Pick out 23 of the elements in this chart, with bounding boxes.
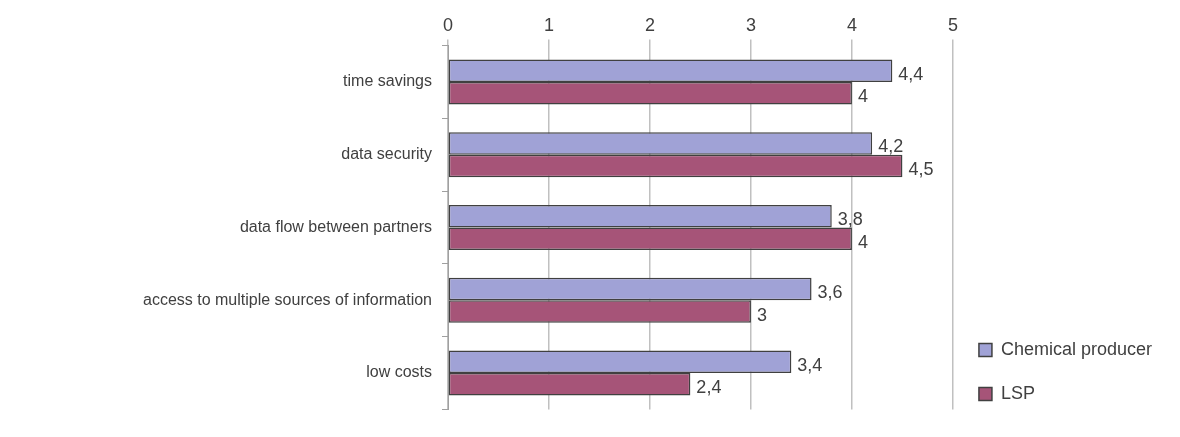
data-label: 4	[857, 231, 868, 252]
y-tick-label: access to multiple sources of information	[142, 290, 432, 308]
data-label: 3,4	[797, 354, 823, 375]
x-tick-label: 3	[745, 14, 756, 35]
x-tick-label: 1	[543, 14, 554, 35]
data-label: 3,8	[837, 209, 863, 230]
x-tick-label: 0	[442, 14, 454, 35]
x-tick-label: 4	[846, 14, 857, 35]
legend-label: LSP	[1000, 382, 1035, 403]
y-tick-label: data flow between partners	[239, 217, 432, 235]
data-label: 3,6	[817, 281, 843, 302]
x-tick-label: 5	[947, 14, 958, 35]
data-label: 4	[857, 86, 868, 107]
y-tick-label: time savings	[343, 72, 432, 90]
data-label: 4,2	[878, 136, 904, 157]
y-tick-label: low costs	[366, 363, 432, 381]
data-label: 2,4	[696, 377, 722, 398]
legend-label: Chemical producer	[1000, 338, 1153, 359]
data-label: 4,5	[908, 158, 934, 179]
y-tick-label: data security	[341, 145, 432, 163]
x-tick-label: 2	[644, 14, 655, 35]
data-label: 3	[756, 304, 767, 325]
data-label: 4,4	[898, 63, 924, 84]
